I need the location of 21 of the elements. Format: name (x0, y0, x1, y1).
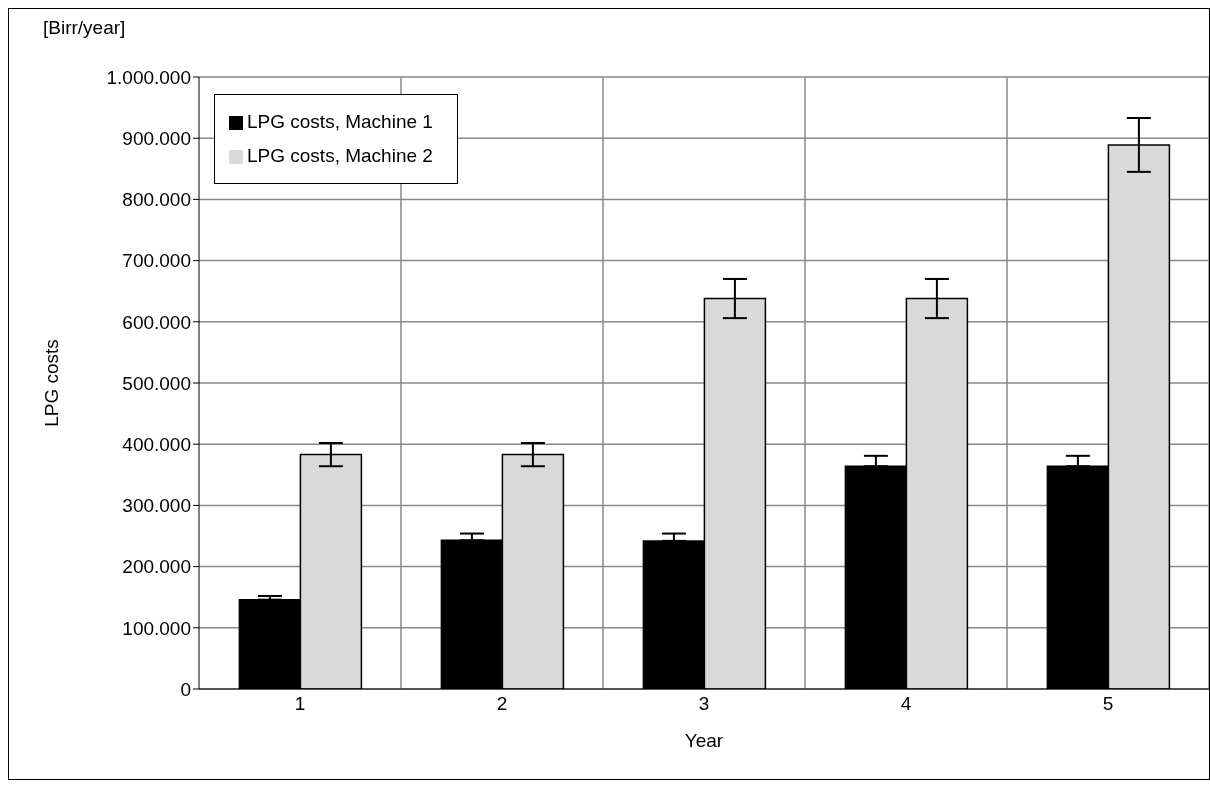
y-tick-label: 200.000 (122, 556, 191, 578)
y-tick-label: 900.000 (122, 127, 191, 149)
y-tick-label: 700.000 (122, 250, 191, 272)
x-tick-label: 4 (900, 693, 912, 715)
legend-label: LPG costs, Machine 2 (247, 145, 433, 166)
y-tick-label: 800.000 (122, 189, 191, 211)
y-tick-label: 1.000.000 (106, 66, 191, 88)
x-axis-title: Year (684, 730, 724, 751)
y-tick-label: 400.000 (122, 433, 191, 455)
y-tick-label: 100.000 (122, 617, 191, 639)
y-tick-label: 0 (180, 678, 191, 700)
y-tick-label: 500.000 (122, 372, 191, 394)
text: [Birr/year] (43, 17, 126, 39)
x-tick-label: 3 (698, 693, 710, 715)
y-tick-label: 600.000 (122, 311, 191, 333)
x-tick-label: 1 (294, 693, 306, 715)
legend-label: LPG costs, Machine 1 (247, 111, 433, 132)
y-tick-label: 300.000 (122, 495, 191, 517)
x-tick-label: 2 (496, 693, 508, 715)
x-tick-label: 5 (1102, 693, 1114, 715)
y-axis-title: LPG costs (40, 339, 62, 427)
